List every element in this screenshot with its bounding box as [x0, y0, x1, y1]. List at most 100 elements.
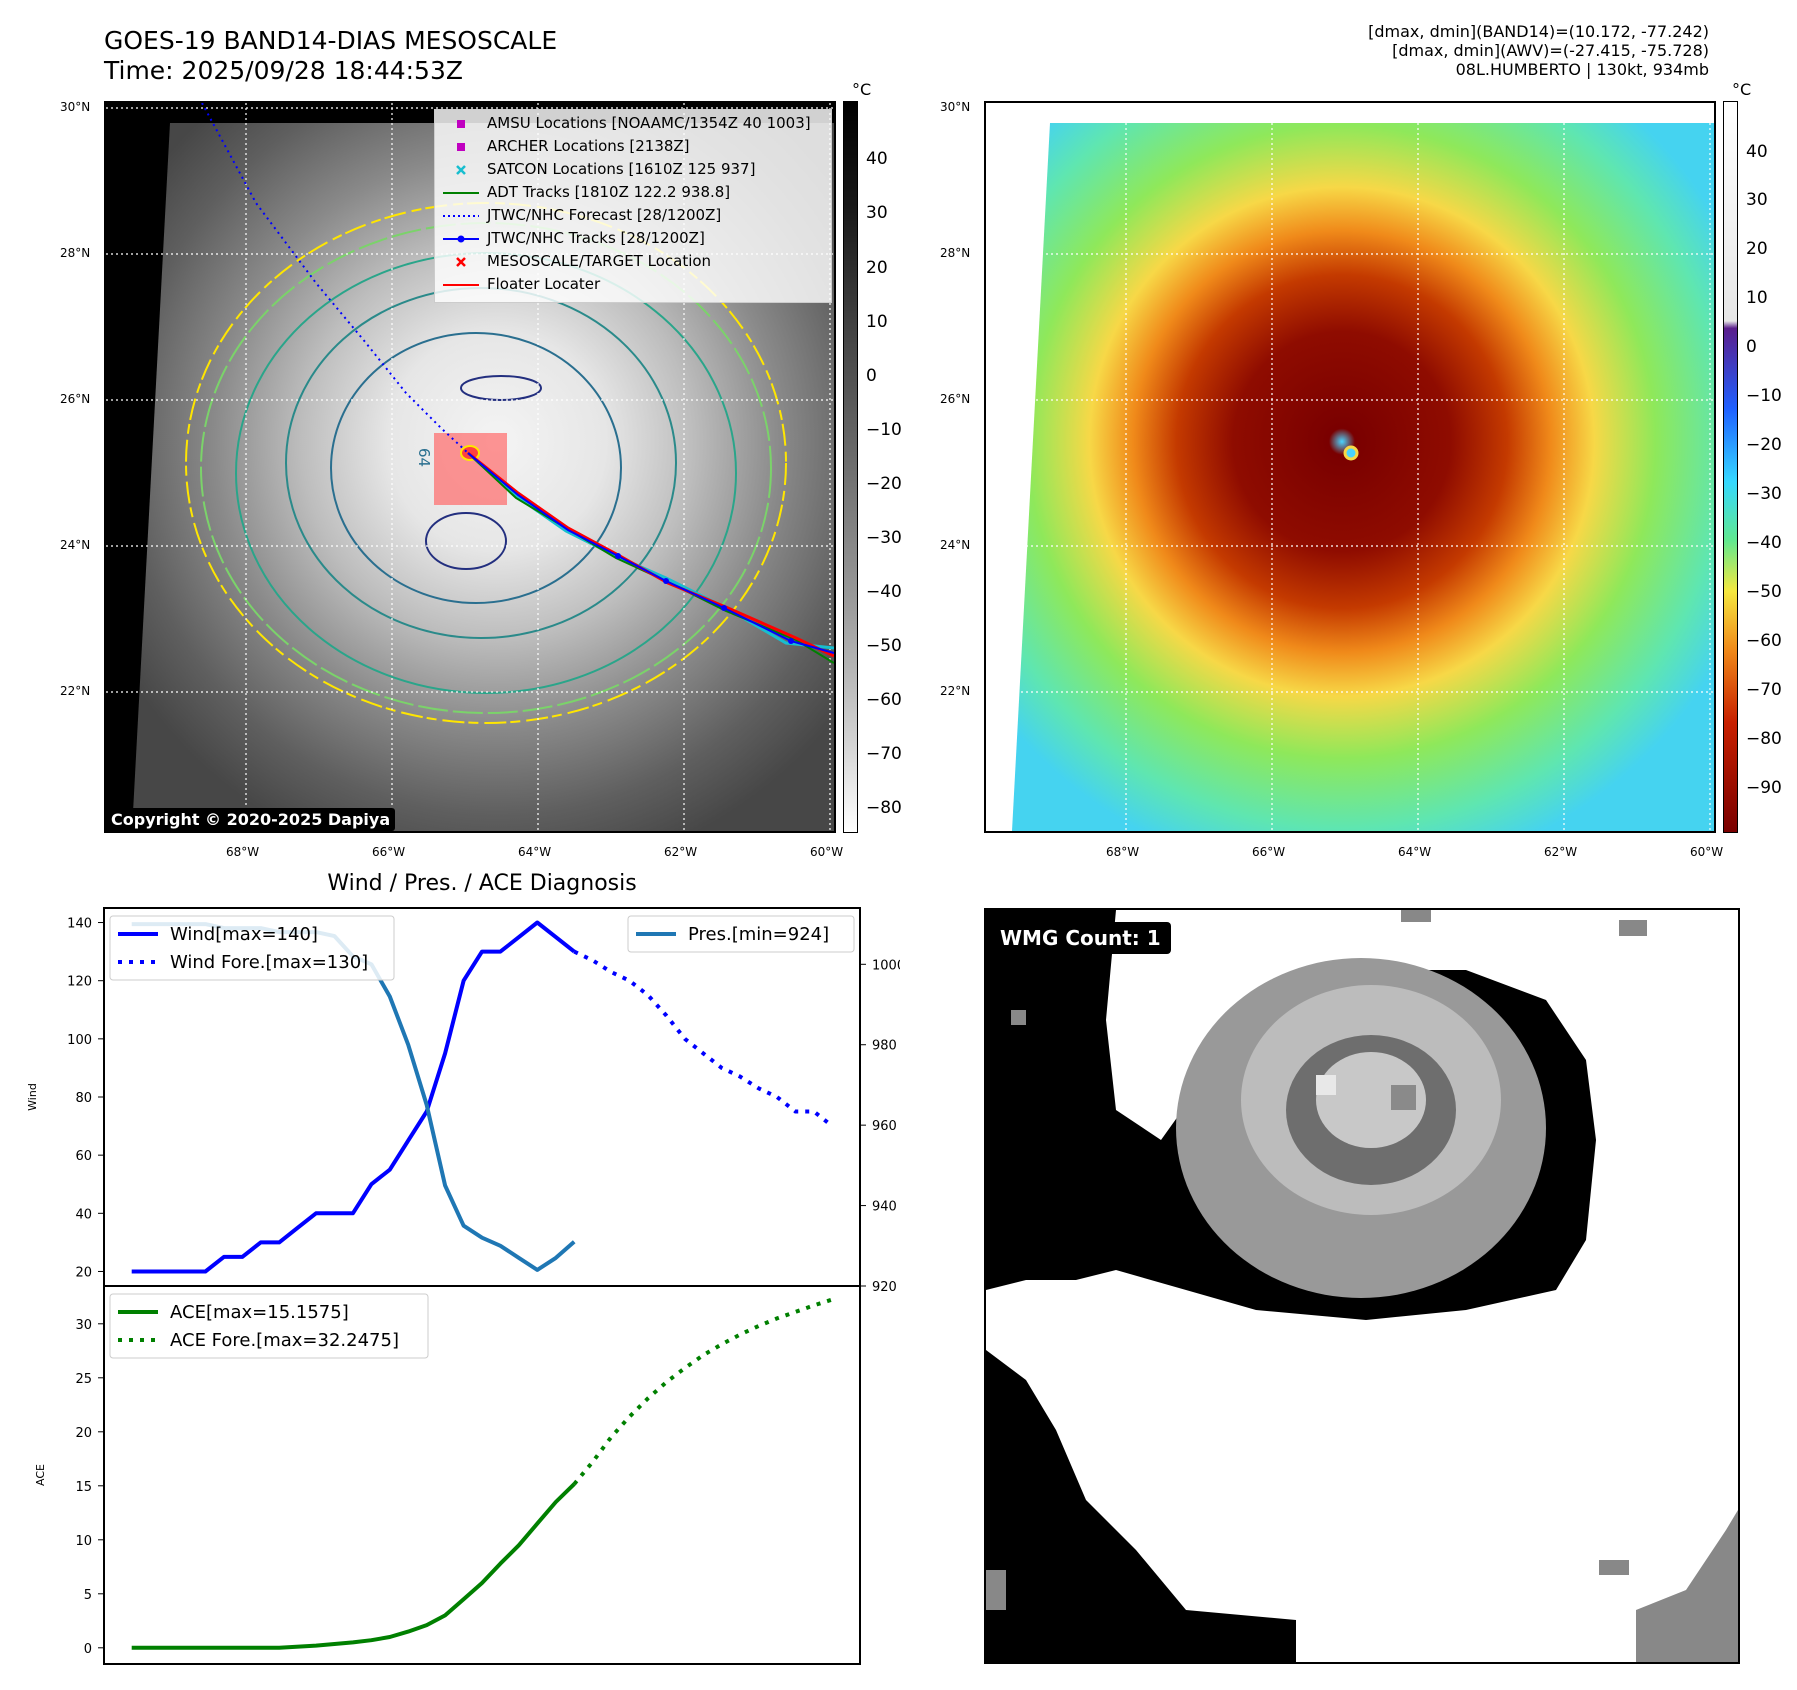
awv-lat-label: 26°N	[940, 392, 971, 406]
awv-cbar-tick: −90	[1746, 778, 1782, 798]
wind-axis-label: Wind	[26, 1083, 39, 1111]
wmg-count-label: WMG Count: 1	[990, 922, 1171, 954]
ir-cbar-tick: −80	[866, 798, 902, 818]
legend-label: AMSU Locations [NOAAMC/1354Z 40 1003]	[487, 114, 811, 132]
header-title: GOES-19 BAND14-DIAS MESOSCALE Time: 2025…	[104, 26, 557, 86]
ir-colorbar-ticks: 40 30 20 10 0 −10 −20 −30 −40 −50 −60 −7…	[866, 101, 926, 833]
legend-swatch	[443, 215, 479, 217]
wind-tick-label: 60	[75, 1149, 92, 1164]
awv-lon-label: 68°W	[1106, 845, 1140, 859]
awv-colorbar-unit: °C	[1732, 80, 1752, 99]
wmg-image	[986, 910, 1738, 1662]
ir-lon-label: 64°W	[518, 845, 552, 859]
pressure-tick-label: 960	[872, 1119, 897, 1134]
legend-swatch	[456, 165, 466, 175]
legend-item: ARCHER Locations [2138Z]	[435, 135, 831, 158]
awv-lon-label: 66°W	[1252, 845, 1286, 859]
awv-colorbar	[1723, 101, 1738, 833]
legend-label: ACE Fore.[max=32.2475]	[170, 1330, 399, 1351]
legend-swatch	[457, 143, 465, 151]
awv-cbar-tick: −40	[1746, 533, 1782, 553]
wind-tick-label: 80	[75, 1091, 92, 1106]
wind-tick-label: 120	[67, 975, 92, 990]
ace-plot-frame	[103, 1285, 861, 1665]
awv-cbar-tick: −10	[1746, 386, 1782, 406]
ace-tick-label: 20	[75, 1426, 92, 1441]
legend-item: JTWC/NHC Forecast [28/1200Z]	[435, 204, 831, 227]
ace-tick-label: 25	[75, 1372, 92, 1387]
legend-label: Floater Locater	[487, 275, 601, 293]
ir-cbar-tick: −50	[866, 636, 902, 656]
ir-cbar-tick: 20	[866, 258, 888, 278]
awv-satellite-panel	[984, 101, 1716, 833]
ace-tick-label: 10	[75, 1534, 92, 1549]
header-info: [dmax, dmin](BAND14)=(10.172, -77.242) […	[1368, 22, 1709, 79]
ir-cbar-tick: −70	[866, 744, 902, 764]
ace-axis-label: ACE	[34, 1464, 47, 1486]
ace-forecast-line	[572, 1297, 833, 1486]
ir-cbar-tick: 30	[866, 203, 888, 223]
awv-cbar-tick: 20	[1746, 239, 1768, 259]
legend-item: AMSU Locations [NOAAMC/1354Z 40 1003]	[435, 112, 831, 135]
title-line-2: Time: 2025/09/28 18:44:53Z	[104, 56, 463, 85]
ir-colorbar-unit: °C	[852, 80, 872, 99]
legend-item: ADT Tracks [1810Z 122.2 938.8]	[435, 181, 831, 204]
awv-lat-label: 22°N	[940, 684, 971, 698]
ir-lon-label: 62°W	[664, 845, 698, 859]
ir-lat-label: 30°N	[60, 100, 91, 114]
title-line-1: GOES-19 BAND14-DIAS MESOSCALE	[104, 26, 558, 55]
legend-swatch	[456, 257, 466, 267]
wind-forecast-line	[573, 949, 834, 1128]
ir-colorbar	[843, 101, 858, 833]
legend-label: ACE[max=15.1575]	[170, 1302, 349, 1323]
map-legend: AMSU Locations [NOAAMC/1354Z 40 1003] ARC…	[434, 109, 832, 303]
ir-lon-label: 68°W	[226, 845, 260, 859]
legend-label: JTWC/NHC Tracks [28/1200Z]	[487, 229, 705, 247]
legend-item: Floater Locater	[435, 273, 831, 296]
wind-legend	[109, 915, 395, 981]
info-line-3: 08L.HUMBERTO | 130kt, 934mb	[1455, 60, 1709, 79]
awv-cbar-tick: −80	[1746, 729, 1782, 749]
wind-series-line	[131, 920, 576, 1274]
ir-lon-label: 66°W	[372, 845, 406, 859]
pressure-tick-label: 920	[872, 1280, 897, 1295]
ir-lon-label: 60°W	[810, 845, 844, 859]
ir-cbar-tick: 40	[866, 149, 888, 169]
copyright-label: Copyright © 2020-2025 Dapiya	[106, 808, 396, 831]
wind-tick-label: 100	[67, 1033, 92, 1048]
floater-box	[434, 433, 507, 505]
ir-lat-label: 26°N	[60, 392, 91, 406]
ace-tick-label: 30	[75, 1318, 92, 1333]
ir-cbar-tick: −40	[866, 582, 902, 602]
wmg-panel: WMG Count: 1	[984, 908, 1740, 1664]
ir-lat-label: 28°N	[60, 246, 91, 260]
awv-cbar-tick: 40	[1746, 142, 1768, 162]
info-line-2: [dmax, dmin](AWV)=(-27.415, -75.728)	[1392, 41, 1709, 60]
ace-series-line	[131, 1482, 576, 1650]
ir-cbar-tick: −20	[866, 474, 902, 494]
awv-cbar-tick: 0	[1746, 337, 1757, 357]
awv-cbar-tick: −50	[1746, 582, 1782, 602]
legend-label: Pres.[min=924]	[688, 924, 829, 945]
awv-cbar-tick: −70	[1746, 680, 1782, 700]
ir-cbar-tick: 0	[866, 366, 877, 386]
legend-swatch	[443, 235, 479, 243]
info-line-1: [dmax, dmin](BAND14)=(10.172, -77.242)	[1368, 22, 1709, 41]
legend-label: ADT Tracks [1810Z 122.2 938.8]	[487, 183, 731, 201]
legend-label: SATCON Locations [1610Z 125 937]	[487, 160, 756, 178]
ir-cbar-tick: −60	[866, 690, 902, 710]
legend-label: Wind Fore.[max=130]	[170, 952, 368, 973]
awv-lat-label: 28°N	[940, 246, 971, 260]
awv-cbar-tick: 30	[1746, 190, 1768, 210]
ir-cbar-tick: −30	[866, 528, 902, 548]
ace-tick-label: 0	[84, 1642, 92, 1657]
ace-tick-label: 15	[75, 1480, 92, 1495]
awv-lat-label: 24°N	[940, 538, 971, 552]
legend-label: JTWC/NHC Forecast [28/1200Z]	[487, 206, 722, 224]
legend-swatch	[443, 284, 479, 286]
wind-tick-label: 40	[75, 1207, 92, 1222]
pressure-tick-label: 940	[872, 1200, 897, 1215]
legend-swatch	[443, 192, 479, 194]
legend-item: JTWC/NHC Tracks [28/1200Z]	[435, 227, 831, 250]
